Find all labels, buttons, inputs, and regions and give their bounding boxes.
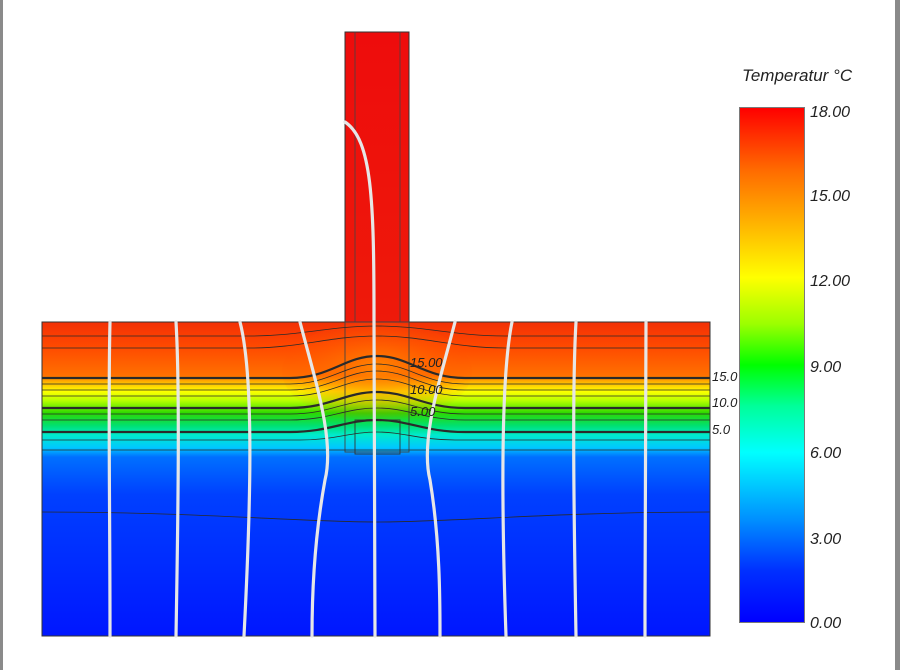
wall-column <box>344 31 410 329</box>
colorbar-tick: 6.00 <box>810 445 842 462</box>
contour-label-5-edge: 5.0 <box>712 422 731 437</box>
colorbar-tick: 18.00 <box>810 104 851 121</box>
temperature-colorbar <box>739 107 805 623</box>
colorbar-tick: 12.00 <box>810 273 851 290</box>
contour-label-15-edge: 15.0 <box>712 369 738 384</box>
heat-flow-lines <box>107 120 648 638</box>
contour-label-15-center: 15.00 <box>410 355 443 370</box>
colorbar-tick: 15.00 <box>810 188 851 205</box>
contour-label-10-center: 10.00 <box>410 382 443 397</box>
right-window-border <box>895 0 900 670</box>
legend-title: Temperatur °C <box>742 66 853 85</box>
colorbar-tick: 0.00 <box>810 615 842 632</box>
isotherm-lines <box>41 325 711 523</box>
contour-label-5-center: 5.00 <box>410 404 436 419</box>
contour-label-10-edge: 10.0 <box>712 395 738 410</box>
connection-box <box>344 321 410 453</box>
thermal-bridge-glow <box>282 322 472 422</box>
colorbar-tick: 9.00 <box>810 359 842 376</box>
left-window-border <box>0 0 3 670</box>
colorbar-tick: 3.00 <box>810 531 842 548</box>
